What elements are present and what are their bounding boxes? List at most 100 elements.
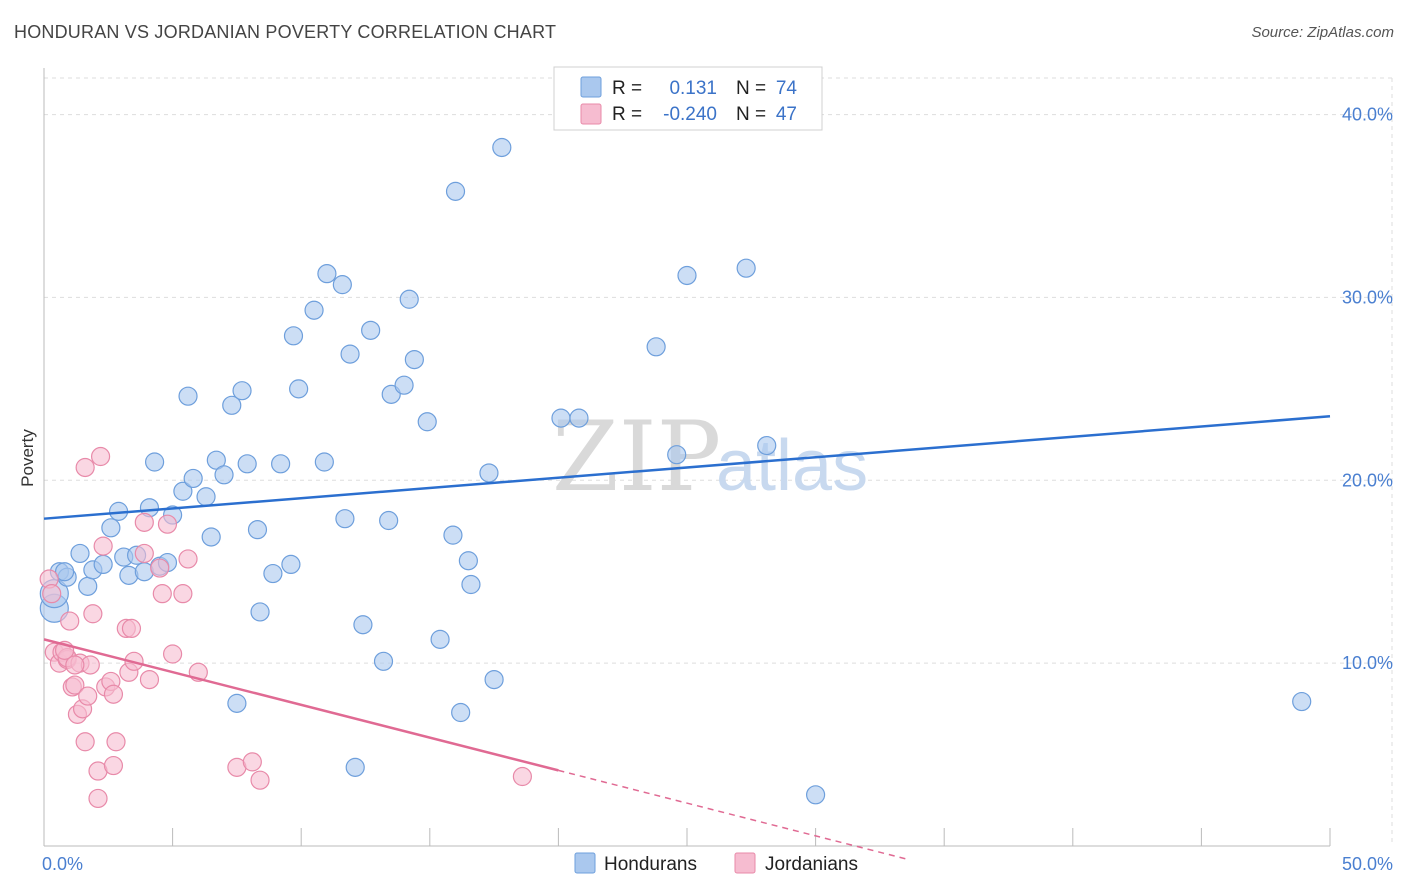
point-jordanians [134,512,154,532]
point-jordanians [163,644,183,664]
point-jordanians [90,446,111,467]
point-hondurans [458,551,478,571]
point-hondurans [214,465,234,485]
point-jordanians [60,611,80,631]
legend-series: Hondurans Jordanians [574,852,858,875]
point-hondurans [101,518,121,538]
point-hondurans [304,300,324,320]
point-hondurans [667,445,687,465]
legend-n-label-hondurans: N = [736,78,766,99]
legend-stats: R = 0.131 N = 74 R = -0.240 N = 47 [553,66,823,131]
source-credit: Source: ZipAtlas.com [1251,24,1394,41]
tick-labels: 10.0% 20.0% 30.0% 40.0% 0.0% 50.0% [42,105,1393,874]
point-hondurans [379,510,399,531]
point-jordanians [75,732,95,752]
point-hondurans [178,386,198,406]
point-jordanians [83,604,103,624]
data-points [39,137,1312,809]
point-jordanians [150,558,170,578]
point-hondurans [443,525,463,545]
point-jordanians [78,686,98,706]
point-hondurans [551,408,571,428]
point-jordanians [42,584,62,604]
point-hondurans [250,602,270,622]
point-hondurans [399,289,419,309]
point-jordanians [103,684,124,704]
axes [43,68,1331,847]
point-hondurans [484,669,504,690]
point-hondurans [394,375,414,395]
point-hondurans [144,452,165,472]
point-hondurans [445,181,466,201]
grid-lines [44,77,1393,846]
point-hondurans [222,395,242,415]
point-jordanians [65,675,85,695]
point-hondurans [78,576,98,596]
y-tick-label: 20.0% [1342,470,1393,490]
point-hondurans [492,137,512,158]
watermark-atlas: atlas [716,426,868,506]
point-hondurans [361,320,381,340]
legend-series-label-hondurans: Hondurans [604,854,697,875]
point-hondurans [196,487,216,507]
watermark: ZIP atlas [552,401,868,513]
point-hondurans [757,435,777,456]
point-jordanians [157,514,178,534]
x-tick-label: 50.0% [1342,854,1393,874]
point-hondurans [569,408,589,428]
y-tick-label: 30.0% [1342,287,1393,307]
point-jordanians [250,770,270,790]
point-hondurans [54,562,75,582]
point-hondurans [237,454,257,474]
point-hondurans [281,554,301,575]
point-jordanians [121,618,142,639]
point-hondurans [93,554,113,575]
point-hondurans [353,615,373,635]
legend-series-label-jordanians: Jordanians [765,854,858,875]
point-hondurans [263,563,283,584]
legend-n-value-hondurans: 74 [776,78,798,99]
point-jordanians [103,755,124,776]
point-jordanians [134,543,154,564]
point-hondurans [232,381,252,401]
trend-line-hondurans [43,415,1331,520]
point-hondurans [289,379,309,399]
point-jordanians [106,732,126,752]
point-hondurans [430,629,450,649]
point-hondurans [183,468,203,489]
point-hondurans [479,463,499,483]
point-jordanians [139,669,160,690]
point-hondurans [404,350,424,370]
point-hondurans [317,264,337,284]
point-jordanians [152,584,172,604]
legend-r-label-jordanians: R = [612,104,642,125]
point-hondurans [805,785,826,805]
point-hondurans [70,543,90,564]
point-hondurans [417,412,437,432]
x-tick-label: 0.0% [42,854,83,874]
legend-r-value-jordanians: -0.240 [663,104,717,125]
point-hondurans [201,527,221,547]
point-hondurans [345,757,365,777]
point-jordanians [75,457,95,478]
point-jordanians [178,549,198,569]
point-hondurans [247,520,268,540]
y-tick-label: 10.0% [1342,653,1393,673]
legend-series-swatch-jordanians [734,852,756,874]
point-jordanians [173,584,193,604]
legend-series-swatch-hondurans [574,852,596,874]
point-hondurans [173,481,193,501]
point-hondurans [283,326,304,346]
legend-r-value-hondurans: 0.131 [669,78,717,99]
point-hondurans [314,452,334,472]
trend-line-jordanians [43,638,559,772]
point-hondurans [340,344,360,364]
point-hondurans [373,651,394,671]
point-hondurans [451,702,471,723]
y-axis-label: Poverty [18,429,37,487]
point-hondurans [736,258,756,278]
point-hondurans [332,275,352,295]
point-hondurans [1292,691,1312,712]
point-hondurans [271,454,291,474]
